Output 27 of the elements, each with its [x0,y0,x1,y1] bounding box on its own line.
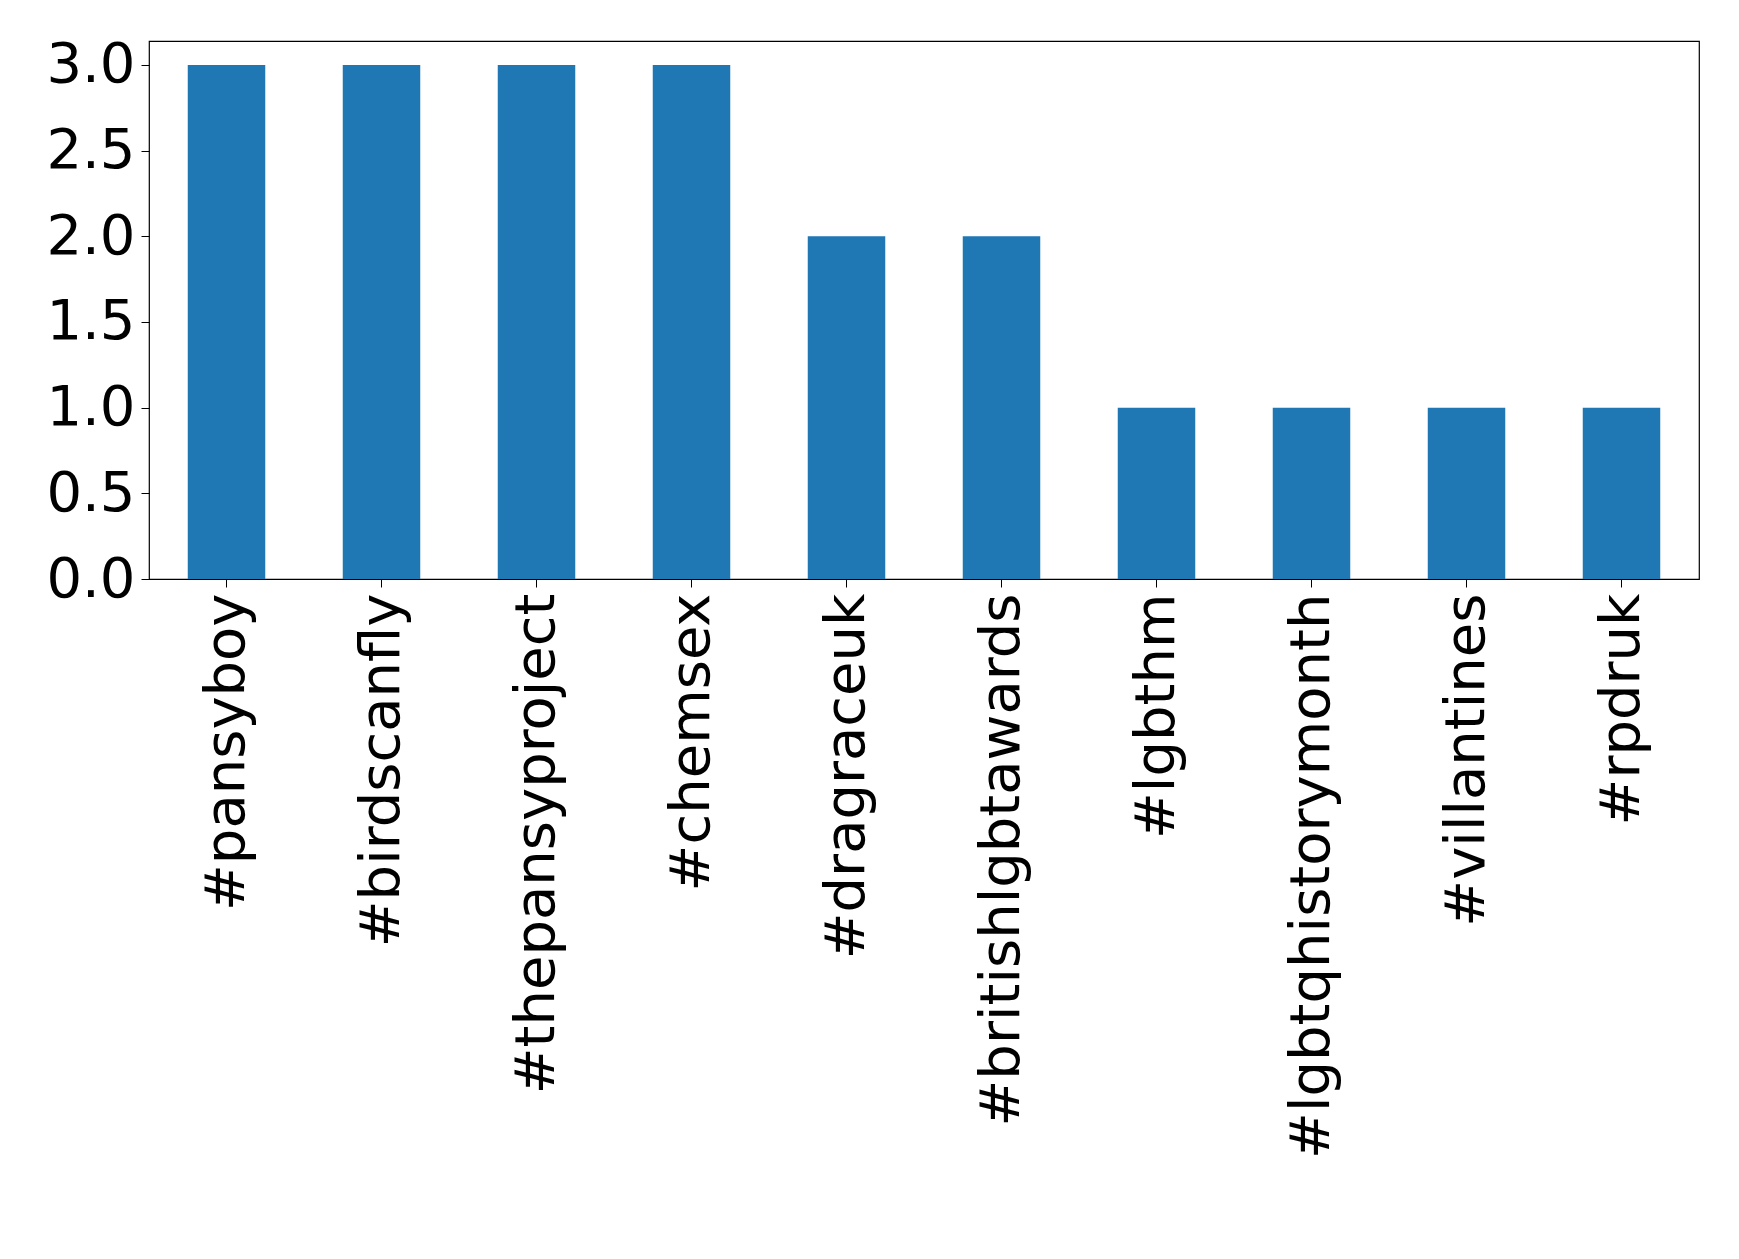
bar [1117,407,1196,579]
bar [187,64,266,579]
x-tick-label: #pansyboy [191,593,257,912]
bar [497,64,576,579]
y-tick-label: 0.0 [46,544,136,610]
y-tick-label: 2.5 [46,116,136,182]
bar [342,64,421,579]
y-tick-label: 3.0 [46,30,136,96]
y-tick-label: 0.5 [46,458,136,524]
x-tick-label: #lgbthm [1121,593,1187,840]
x-tick-label: #britishlgbtawards [966,593,1032,1127]
bar [652,64,731,579]
bar [1272,407,1351,579]
bar [962,236,1041,579]
x-tick-label: #chemsex [656,593,722,892]
x-tick-label: #lgbtqhistorymonth [1276,593,1342,1159]
y-tick-label: 1.5 [46,287,136,353]
bar [1427,407,1506,579]
x-tick-label: #thepansyproject [501,593,567,1095]
x-tick-label: #dragraceuk [811,592,877,960]
x-tick-label: #villantines [1431,593,1497,927]
x-tick-label: #rpdruk [1586,592,1652,826]
x-tick-label: #birdscanfly [346,593,412,948]
bar [807,236,886,579]
y-tick-label: 2.0 [46,201,136,267]
bar [1582,407,1661,579]
y-tick-label: 1.0 [46,373,136,439]
